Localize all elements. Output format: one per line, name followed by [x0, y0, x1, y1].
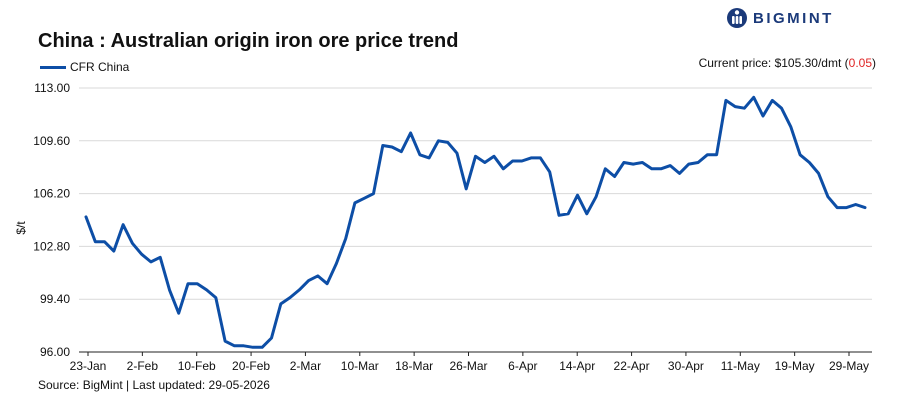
current-price-label: Current price: $105.30/dmt ( — [698, 56, 849, 70]
brand-name: BIGMINT — [753, 9, 834, 27]
series-line-cfr-china — [84, 95, 867, 349]
x-tick-label: 20-Feb — [232, 359, 270, 373]
x-tick-label: 29-May — [829, 359, 869, 373]
x-tick-label: 23-Jan — [70, 359, 107, 373]
x-tick-label: 19-May — [775, 359, 815, 373]
x-tick-label: 2-Mar — [290, 359, 321, 373]
brand-logo: BIGMINT — [726, 7, 834, 29]
x-tick-label: 18-Mar — [395, 359, 433, 373]
y-tick-label: 109.60 — [33, 134, 70, 148]
x-tick-label: 10-Mar — [341, 359, 379, 373]
series-group — [84, 95, 867, 349]
x-tick-label: 6-Apr — [508, 359, 537, 373]
x-tick-label: 30-Apr — [668, 359, 704, 373]
bigmint-logo-icon — [727, 8, 747, 28]
current-price: Current price: $105.30/dmt (0.05) — [699, 56, 876, 70]
legend-swatch — [40, 65, 66, 69]
legend-label: CFR China — [70, 60, 130, 74]
y-tick-label: 106.20 — [33, 187, 70, 201]
x-tick-label: 14-Apr — [559, 359, 595, 373]
x-tick-label: 26-Mar — [449, 359, 487, 373]
x-tick-label: 10-Feb — [178, 359, 216, 373]
price-change: 0.05 — [848, 56, 872, 70]
x-axis-ticks: 23-Jan 2-Feb 10-Feb 20-Feb 2-Mar 10-Mar 18-Mar… — [70, 352, 869, 373]
gridlines — [79, 87, 872, 300]
y-tick-label: 102.80 — [33, 239, 70, 253]
x-tick-label: 11-May — [721, 359, 760, 373]
y-axis-ticks: 96.00 99.40 102.80 106.20 109.60 113.00 — [33, 81, 70, 359]
y-axis-label: $/t — [14, 221, 28, 235]
source-note: Source: BigMint | Last updated: 29-05-20… — [38, 378, 270, 392]
y-tick-label: 113.00 — [34, 81, 70, 95]
current-price-suffix: ) — [872, 56, 876, 70]
x-tick-label: 22-Apr — [614, 359, 650, 373]
x-tick-label: 2-Feb — [127, 359, 159, 373]
legend: CFR China — [40, 60, 129, 74]
y-tick-label: 99.40 — [40, 292, 70, 306]
y-tick-label: 96.00 — [40, 345, 70, 359]
chart-title: China : Australian origin iron ore price… — [38, 30, 459, 52]
